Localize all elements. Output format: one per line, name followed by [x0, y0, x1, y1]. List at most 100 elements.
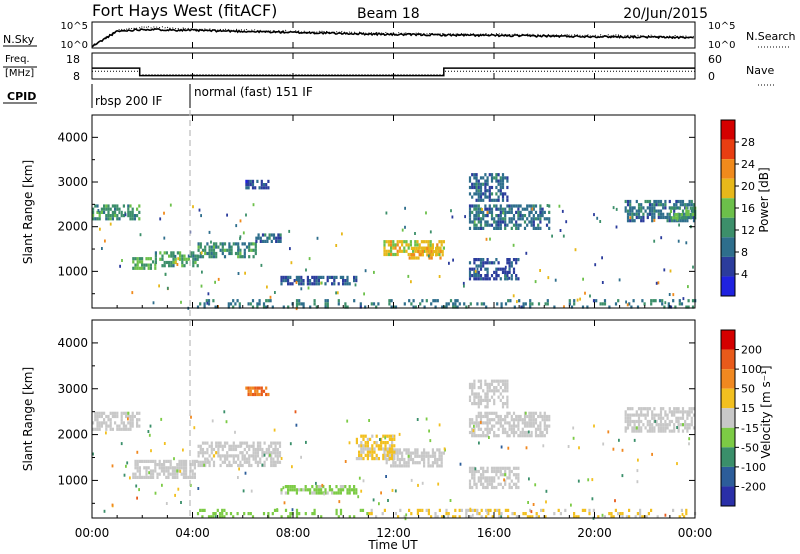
- range-cell: [267, 299, 270, 303]
- range-cell: [473, 258, 476, 262]
- range-cell: [497, 379, 500, 383]
- range-cell: [515, 430, 518, 435]
- range-cell: [394, 489, 397, 493]
- range-cell: [341, 232, 343, 236]
- range-cell: [366, 444, 369, 448]
- range-cell: [602, 442, 605, 446]
- range-cell: [344, 460, 347, 463]
- range-cell: [681, 219, 685, 223]
- range-cell: [431, 454, 434, 458]
- range-cell: [199, 508, 202, 512]
- range-cell: [512, 204, 516, 208]
- range-cell: [686, 416, 689, 420]
- range-cell: [237, 248, 240, 252]
- range-cell: [111, 214, 114, 218]
- range-cell: [657, 215, 660, 220]
- range-cell: [238, 305, 241, 309]
- range-cell: [392, 246, 395, 250]
- range-cell: [603, 299, 607, 303]
- range-cell: [419, 250, 422, 254]
- range-cell: [490, 179, 494, 183]
- range-cell: [691, 209, 695, 213]
- range-cell: [272, 463, 275, 468]
- range-cell: [138, 424, 141, 428]
- range-cell: [239, 248, 242, 252]
- range-cell: [510, 418, 513, 422]
- range-cell: [317, 279, 320, 283]
- range-cell: [346, 488, 349, 492]
- range-cell: [118, 211, 121, 215]
- range-cell: [252, 248, 255, 252]
- range-cell: [271, 512, 274, 516]
- range-cell: [413, 256, 416, 260]
- range-cell: [393, 437, 396, 441]
- range-cell: [657, 209, 660, 213]
- range-cell: [362, 434, 365, 438]
- range-cell: [497, 389, 500, 393]
- range-cell: [477, 414, 480, 419]
- range-cell: [532, 424, 535, 428]
- colorbar-tick-label: -200: [741, 480, 766, 493]
- range-cell: [101, 247, 103, 250]
- range-cell: [147, 475, 150, 479]
- range-cell: [501, 195, 505, 199]
- range-cell: [507, 508, 510, 512]
- range-cell: [504, 466, 507, 470]
- range-cell: [261, 463, 264, 467]
- range-cell: [432, 250, 435, 254]
- range-cell: [407, 246, 410, 250]
- range-cell: [628, 508, 631, 512]
- range-cell: [382, 434, 385, 438]
- range-cell: [690, 410, 693, 414]
- range-cell: [517, 424, 520, 428]
- range-cell: [98, 421, 101, 425]
- range-cell: [208, 454, 211, 458]
- range-cell: [408, 508, 411, 512]
- range-cell: [499, 220, 502, 224]
- range-cell: [468, 479, 472, 483]
- range-cell: [261, 447, 264, 452]
- range-cell: [194, 257, 197, 261]
- range-cell: [635, 419, 638, 424]
- range-cell: [493, 220, 496, 224]
- time-tick-label: 04:00: [175, 526, 210, 540]
- range-cell: [473, 185, 476, 190]
- range-cell: [548, 204, 551, 208]
- range-cell: [179, 469, 182, 473]
- range-cell: [643, 302, 646, 306]
- range-cell: [482, 258, 485, 262]
- range-cell: [236, 299, 239, 303]
- range-cell: [291, 508, 294, 512]
- range-cell: [499, 424, 502, 428]
- range-cell: [423, 464, 426, 468]
- range-cell: [499, 210, 502, 214]
- range-cell: [510, 204, 513, 208]
- range-cell: [648, 209, 652, 213]
- range-cell: [425, 249, 428, 253]
- range-cell: [196, 264, 199, 268]
- range-cell: [648, 423, 652, 427]
- range-cell: [417, 246, 420, 250]
- range-cell: [477, 198, 480, 202]
- range-cell: [584, 291, 586, 295]
- range-cell: [464, 215, 466, 219]
- range-cell: [479, 226, 483, 230]
- range-cell: [313, 299, 316, 303]
- range-cell: [394, 512, 397, 516]
- range-cell: [122, 214, 125, 218]
- range-cell: [358, 476, 361, 480]
- range-cell: [534, 411, 538, 415]
- range-cell: [475, 204, 478, 208]
- range-cell: [488, 223, 491, 227]
- range-cell: [482, 176, 485, 180]
- range-cell: [353, 275, 356, 279]
- range-cell: [342, 279, 345, 283]
- range-cell: [252, 454, 255, 458]
- range-cell: [666, 219, 669, 223]
- range-cell: [515, 476, 518, 480]
- range-cell: [143, 266, 146, 270]
- range-cell: [619, 512, 622, 516]
- range-cell: [500, 305, 503, 309]
- range-cell: [506, 379, 509, 383]
